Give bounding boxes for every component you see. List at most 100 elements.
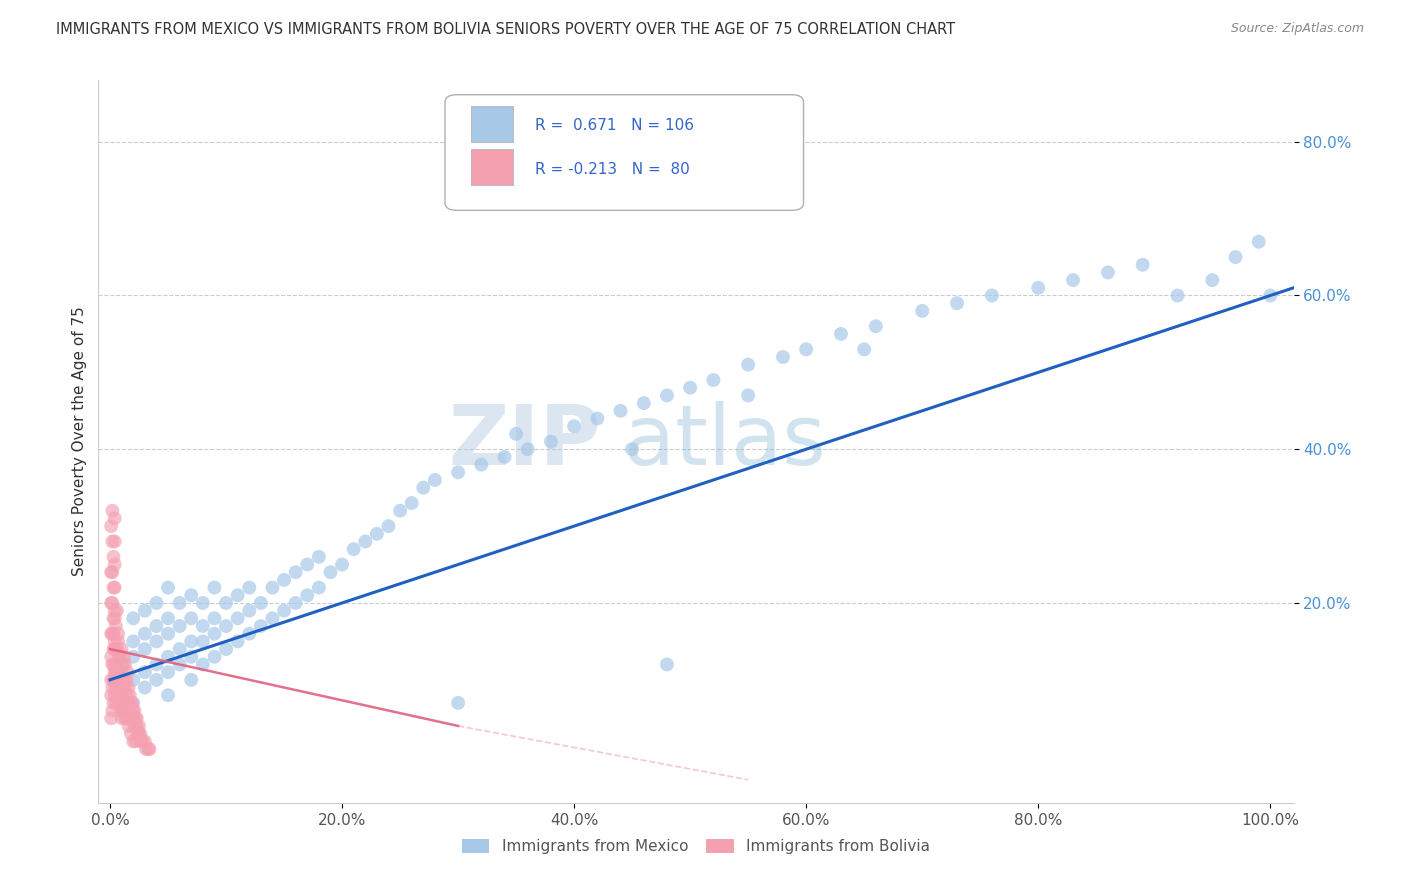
Point — [127, 726, 149, 740]
Point — [134, 626, 156, 640]
Point — [354, 534, 377, 549]
Point — [100, 519, 122, 533]
Point — [772, 350, 794, 364]
Point — [112, 696, 135, 710]
Point — [100, 626, 122, 640]
Point — [157, 611, 180, 625]
Point — [111, 696, 134, 710]
Point — [128, 726, 150, 740]
Point — [104, 511, 127, 525]
Point — [191, 596, 214, 610]
Point — [110, 681, 132, 695]
Point — [138, 742, 160, 756]
Point — [470, 458, 492, 472]
Point — [103, 626, 125, 640]
Point — [117, 665, 139, 680]
Point — [121, 711, 143, 725]
Point — [145, 619, 167, 633]
Point — [101, 596, 124, 610]
Point — [122, 696, 145, 710]
Point — [104, 619, 127, 633]
Point — [191, 657, 214, 672]
Point — [621, 442, 644, 457]
Point — [111, 704, 134, 718]
Point — [104, 534, 127, 549]
Point — [104, 604, 127, 618]
Point — [104, 673, 127, 687]
Text: ZIP: ZIP — [449, 401, 600, 482]
Point — [107, 665, 129, 680]
Point — [238, 581, 260, 595]
Point — [103, 549, 125, 564]
Point — [121, 696, 143, 710]
Point — [366, 526, 388, 541]
Point — [101, 565, 124, 579]
Point — [505, 426, 527, 441]
Point — [238, 604, 260, 618]
Point — [423, 473, 446, 487]
Point — [447, 696, 470, 710]
Point — [180, 649, 202, 664]
Point — [104, 611, 127, 625]
Point — [114, 657, 136, 672]
Point — [122, 673, 145, 687]
Point — [297, 588, 319, 602]
Point — [122, 649, 145, 664]
Point — [169, 642, 191, 657]
Point — [104, 681, 127, 695]
Point — [101, 657, 124, 672]
Text: IMMIGRANTS FROM MEXICO VS IMMIGRANTS FROM BOLIVIA SENIORS POVERTY OVER THE AGE O: IMMIGRANTS FROM MEXICO VS IMMIGRANTS FRO… — [56, 22, 955, 37]
Point — [125, 711, 148, 725]
Point — [104, 665, 127, 680]
Point — [702, 373, 724, 387]
Point — [191, 634, 214, 648]
Point — [447, 465, 470, 479]
Point — [111, 665, 134, 680]
Point — [157, 626, 180, 640]
Point — [103, 673, 125, 687]
Point — [120, 726, 142, 740]
Point — [330, 558, 353, 572]
Point — [111, 657, 134, 672]
Point — [830, 326, 852, 341]
Point — [145, 634, 167, 648]
Point — [180, 634, 202, 648]
Point — [494, 450, 516, 464]
Point — [115, 673, 138, 687]
Point — [104, 581, 127, 595]
Point — [115, 711, 138, 725]
Point — [104, 696, 127, 710]
Point — [377, 519, 399, 533]
Point — [204, 611, 226, 625]
Point — [401, 496, 423, 510]
Point — [134, 734, 156, 748]
Point — [980, 288, 1002, 302]
Point — [104, 634, 127, 648]
Point — [108, 649, 131, 664]
Point — [1258, 288, 1281, 302]
Point — [122, 711, 145, 725]
Point — [103, 657, 125, 672]
Point — [117, 688, 139, 702]
Point — [124, 704, 146, 718]
Point — [145, 673, 167, 687]
Point — [124, 734, 146, 748]
Point — [108, 673, 131, 687]
Point — [204, 626, 226, 640]
Point — [125, 719, 148, 733]
FancyBboxPatch shape — [471, 105, 513, 142]
Point — [108, 696, 131, 710]
Point — [262, 581, 284, 595]
Point — [911, 304, 934, 318]
Point — [103, 696, 125, 710]
Point — [516, 442, 538, 457]
Point — [145, 596, 167, 610]
Point — [297, 558, 319, 572]
Point — [250, 619, 273, 633]
Point — [308, 549, 330, 564]
Point — [120, 696, 142, 710]
Point — [215, 596, 238, 610]
Point — [226, 611, 249, 625]
Text: Source: ZipAtlas.com: Source: ZipAtlas.com — [1230, 22, 1364, 36]
Point — [103, 581, 125, 595]
